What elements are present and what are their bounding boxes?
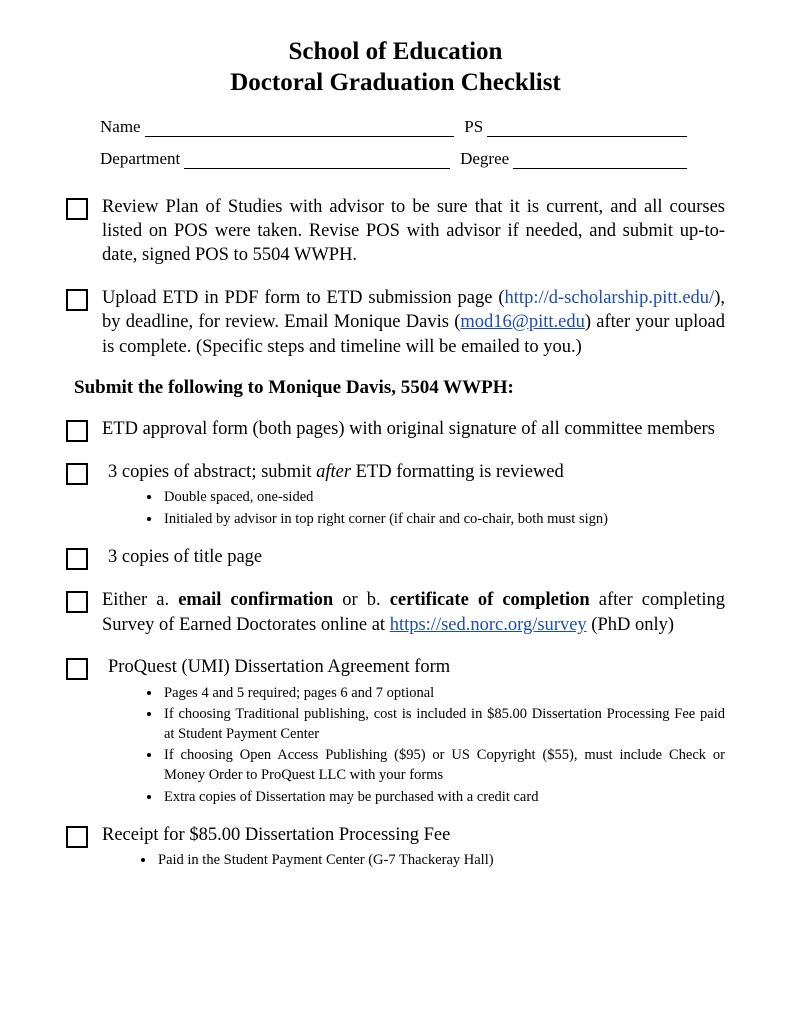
ps-label: PS [464,117,483,137]
title-line-1: School of Education [66,36,725,67]
etd-link[interactable]: http://d-scholarship.pitt.edu/ [505,288,715,308]
item-text: Receipt for $85.00 Dissertation Processi… [102,823,725,873]
dept-degree-row: Department Degree [100,149,691,169]
name-blank[interactable] [145,119,455,137]
text-fragment: Either a. [102,590,178,610]
email-link[interactable]: mod16@pitt.edu [460,312,584,332]
checkbox-icon[interactable] [66,289,88,311]
name-label: Name [100,117,141,137]
bold-text: certificate of completion [390,590,590,610]
abstract-bullets: Double spaced, one-sided Initialed by ad… [162,488,725,529]
item-receipt: Receipt for $85.00 Dissertation Processi… [66,823,725,873]
checkbox-icon[interactable] [66,420,88,442]
department-label: Department [100,149,180,169]
checkbox-icon[interactable] [66,658,88,680]
name-ps-row: Name PS [100,117,691,137]
bold-text: email confirmation [178,590,333,610]
degree-label: Degree [460,149,509,169]
section-heading: Submit the following to Monique Davis, 5… [74,377,725,399]
bullet: Pages 4 and 5 required; pages 6 and 7 op… [162,684,725,704]
item-title-page: 3 copies of title page [66,545,725,570]
department-blank[interactable] [184,151,450,169]
bullet: If choosing Traditional publishing, cost… [162,705,725,744]
checklist: Review Plan of Studies with advisor to b… [66,195,725,874]
item-etd-approval: ETD approval form (both pages) with orig… [66,417,725,442]
text-fragment: Receipt for $85.00 Dissertation Processi… [102,825,450,845]
item-survey: Either a. email confirmation or b. certi… [66,588,725,637]
proquest-bullets: Pages 4 and 5 required; pages 6 and 7 op… [162,684,725,807]
bullet: Initialed by advisor in top right corner… [162,510,725,530]
degree-blank[interactable] [513,151,687,169]
text-fragment: ETD formatting is reviewed [351,462,564,482]
receipt-bullets: Paid in the Student Payment Center (G-7 … [156,851,725,871]
item-text: ProQuest (UMI) Dissertation Agreement fo… [102,655,725,809]
text-fragment: Upload ETD in PDF form to ETD submission… [102,288,505,308]
item-text: Either a. email confirmation or b. certi… [102,588,725,637]
checkbox-icon[interactable] [66,826,88,848]
text-fragment: or b. [333,590,390,610]
bullet: If choosing Open Access Publishing ($95)… [162,746,725,785]
checkbox-icon[interactable] [66,548,88,570]
text-fragment: 3 copies of abstract; submit [108,462,316,482]
checkbox-icon[interactable] [66,591,88,613]
bullet: Double spaced, one-sided [162,488,725,508]
item-text: Review Plan of Studies with advisor to b… [102,195,725,268]
ps-blank[interactable] [487,119,687,137]
bullet: Paid in the Student Payment Center (G-7 … [156,851,725,871]
item-text: Upload ETD in PDF form to ETD submission… [102,286,725,359]
item-abstract: 3 copies of abstract; submit after ETD f… [66,460,725,532]
title-line-2: Doctoral Graduation Checklist [66,67,725,98]
item-upload-etd: Upload ETD in PDF form to ETD submission… [66,286,725,359]
checkbox-icon[interactable] [66,463,88,485]
bullet: Extra copies of Dissertation may be purc… [162,788,725,808]
item-text: ETD approval form (both pages) with orig… [102,417,725,441]
item-proquest: ProQuest (UMI) Dissertation Agreement fo… [66,655,725,809]
checkbox-icon[interactable] [66,198,88,220]
italic-text: after [316,462,351,482]
text-fragment: ProQuest (UMI) Dissertation Agreement fo… [108,657,450,677]
item-review-plan: Review Plan of Studies with advisor to b… [66,195,725,268]
document-title: School of Education Doctoral Graduation … [66,36,725,99]
survey-link[interactable]: https://sed.norc.org/survey [390,615,587,635]
item-text: 3 copies of title page [102,545,725,569]
text-fragment: (PhD only) [587,615,674,635]
item-text: 3 copies of abstract; submit after ETD f… [102,460,725,532]
